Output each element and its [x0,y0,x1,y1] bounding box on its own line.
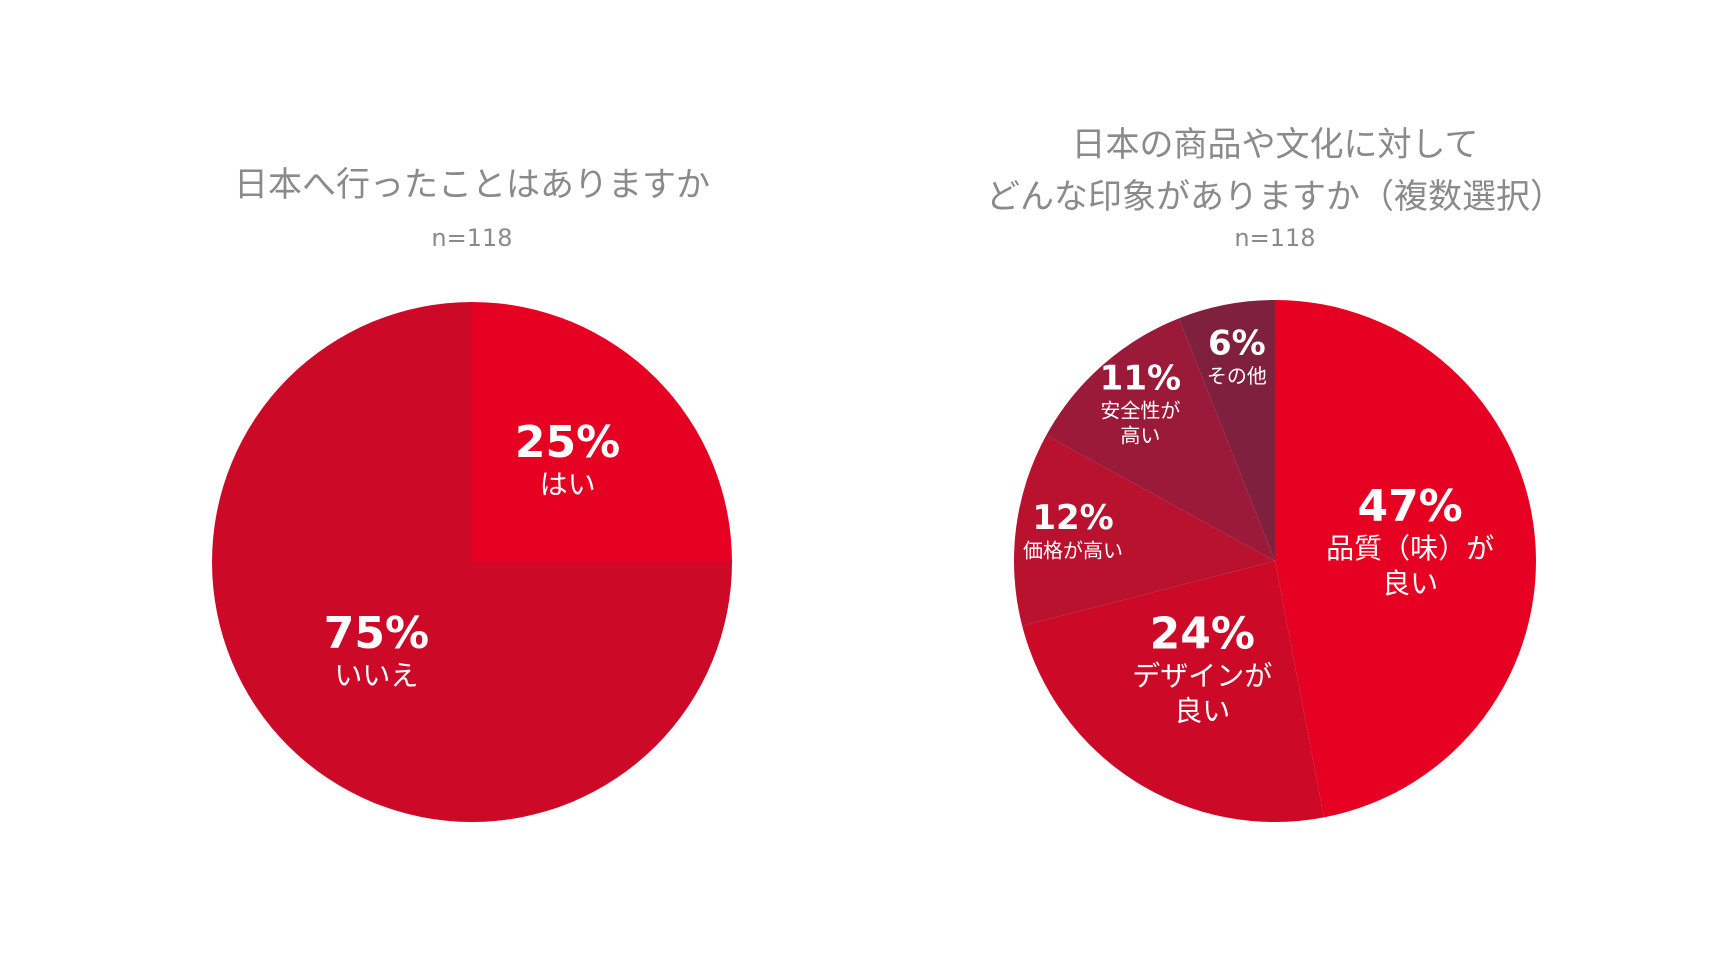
pie-slice [1275,300,1536,818]
pie-slice [1013,435,1275,626]
category-label: デザインが良い [1132,659,1272,727]
pie-slice [472,302,732,562]
category-label: 価格が高い [1023,538,1123,562]
value-label: 12% [1032,497,1113,537]
value-label: 24% [1150,609,1255,660]
value-label: 75% [324,608,429,659]
pie-slice [212,302,732,822]
chart-subtitle: n=118 [1234,224,1315,252]
category-label: はい [540,468,596,501]
pie-slice [1022,561,1324,822]
pie-slice [1046,318,1275,561]
category-label: いいえ [334,659,418,692]
category-label: 品質（味）が良い [1326,532,1494,600]
value-label: 11% [1100,358,1181,398]
value-label: 25% [515,417,620,468]
pie-slice [1178,300,1275,561]
chart-title: 日本へ行ったことはありますか [234,165,710,205]
value-label: 47% [1357,481,1462,532]
value-label: 6% [1208,323,1266,363]
category-label: 安全性が高い [1100,398,1180,447]
chart-subtitle: n=118 [431,224,512,252]
category-label: その他 [1207,363,1267,387]
chart-title: 日本の商品や文化に対してどんな印象がありますか（複数選択） [986,125,1564,217]
